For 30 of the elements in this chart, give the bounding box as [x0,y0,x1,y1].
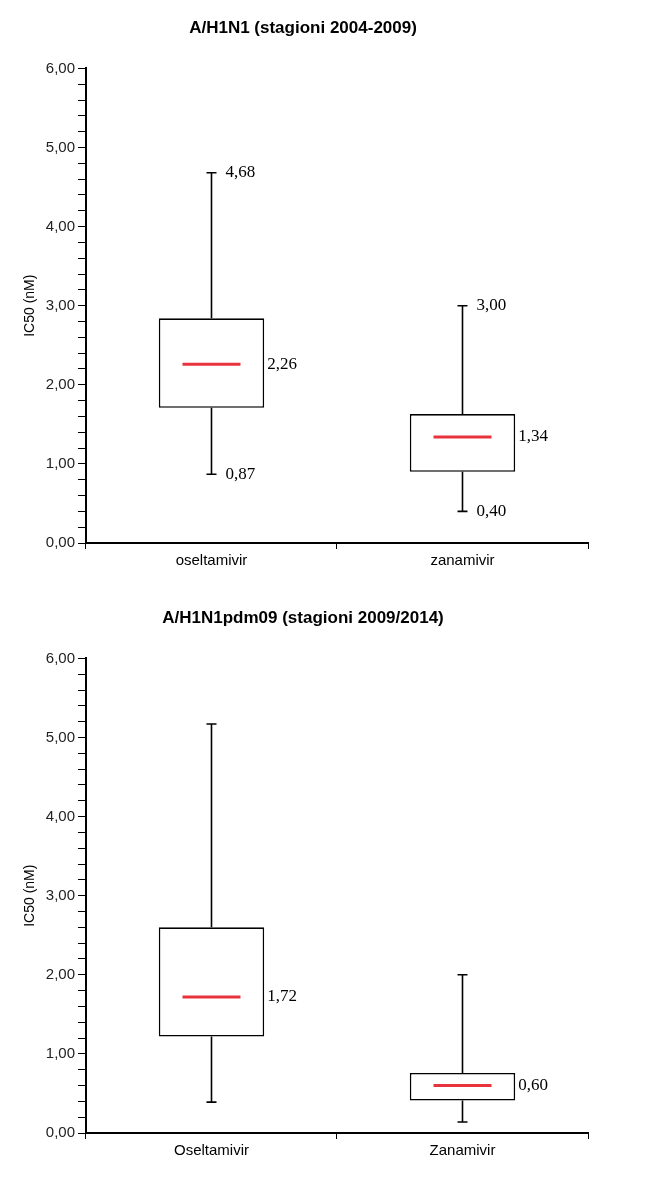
annotation: 3,00 [476,295,507,315]
y-tick-label: 5,00 [45,727,75,745]
y-tick-label: 0,00 [45,533,75,551]
y-tick-label: 2,00 [45,374,75,392]
y-tick-label: 1,00 [45,454,75,472]
annotation: 0,40 [476,500,507,520]
annotation: 2,26 [267,353,297,373]
y-tick-label: 3,00 [45,885,75,903]
x-tick-label: Zanamivir [429,1141,496,1159]
annotation: 0,87 [225,463,256,483]
y-tick-label: 2,00 [45,964,75,982]
annotation: 1,34 [518,426,549,446]
x-tick-label: oseltamivir [175,551,248,569]
y-tick-label: 4,00 [45,806,75,824]
annotation: 0,60 [518,1075,548,1095]
chart-title: A/H1N1 (stagioni 2004-2009) [189,17,417,37]
chart-title: A/H1N1pdm09 (stagioni 2009/2014) [162,607,444,627]
annotation: 4,68 [225,162,256,182]
y-tick-label: 6,00 [45,58,75,76]
x-tick-label: zanamivir [430,551,495,569]
y-tick-label: 6,00 [45,648,75,666]
annotation: 1,72 [267,986,297,1006]
y-tick-label: 4,00 [45,216,75,234]
y-tick-label: 1,00 [45,1044,75,1062]
x-tick-label: Oseltamivir [173,1141,249,1159]
y-tick-label: 5,00 [45,137,75,155]
y-tick-label: 3,00 [45,295,75,313]
y-tick-label: 0,00 [45,1123,75,1141]
y-axis-title: IC50 (nM) [21,864,38,927]
y-axis-title: IC50 (nM) [21,274,38,337]
